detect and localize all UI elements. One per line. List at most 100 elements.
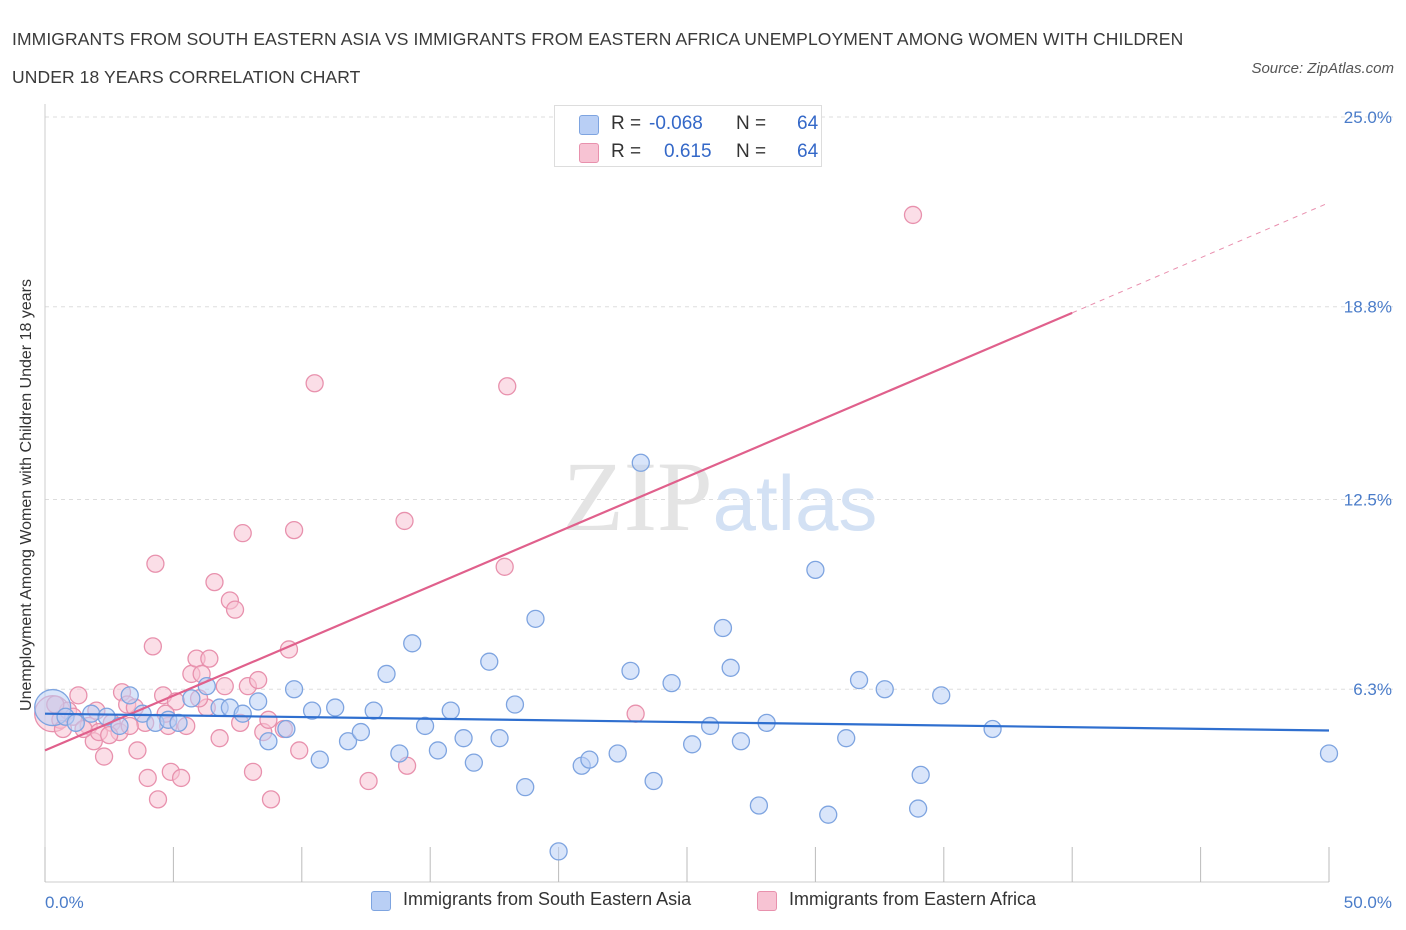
data-point-south-eastern-asia <box>351 722 371 742</box>
data-point-south-eastern-asia <box>1319 744 1339 763</box>
data-point-eastern-africa <box>128 741 147 760</box>
data-point-south-eastern-asia <box>526 609 545 628</box>
data-point-south-eastern-asia <box>911 765 930 785</box>
y-tick-label: 18.8% <box>1344 298 1392 317</box>
data-point-eastern-africa <box>146 554 165 573</box>
data-point-eastern-africa <box>903 205 923 225</box>
grid <box>45 116 1394 690</box>
legend-n-value-series2: 64 <box>797 141 819 162</box>
y-tick-label: 6.3% <box>1353 680 1392 699</box>
data-point-south-eastern-asia <box>169 713 188 733</box>
data-point-south-eastern-asia <box>302 701 322 720</box>
data-point-eastern-africa <box>205 572 224 592</box>
legend-n-value-series1: 64 <box>797 113 819 134</box>
trend-line-south-eastern-asia <box>44 712 1330 732</box>
data-point-south-eastern-asia <box>549 842 568 861</box>
watermark: ZIPatlas <box>563 441 878 552</box>
data-point-south-eastern-asia <box>875 680 894 699</box>
data-point-south-eastern-asia <box>464 753 484 772</box>
data-point-south-eastern-asia <box>310 750 329 769</box>
chart-title: IMMIGRANTS FROM SOUTH EASTERN ASIA VS IM… <box>12 29 1184 87</box>
legend-n-label: N = <box>736 141 767 162</box>
source-label: Source: ZipAtlas.com <box>1251 60 1394 77</box>
data-point-south-eastern-asia <box>721 658 740 677</box>
data-point-eastern-africa <box>225 600 245 619</box>
data-point-south-eastern-asia <box>284 680 304 699</box>
legend-r-label: R = <box>611 141 642 162</box>
data-point-south-eastern-asia <box>110 716 129 736</box>
data-point-eastern-africa <box>626 704 645 723</box>
data-point-south-eastern-asia <box>403 634 422 653</box>
data-point-south-eastern-asia <box>364 701 383 720</box>
data-point-south-eastern-asia <box>277 719 296 739</box>
legend-r-label: R = <box>611 113 642 134</box>
data-point-south-eastern-asia <box>700 716 720 736</box>
data-point-south-eastern-asia <box>390 744 409 763</box>
bottom-legend-label-series2: Immigrants from Eastern Africa <box>789 889 1037 909</box>
legend-swatch-series2 <box>579 143 599 163</box>
data-point-south-eastern-asia <box>908 799 928 818</box>
y-tick-label: 25.0% <box>1344 108 1392 127</box>
data-point-south-eastern-asia <box>731 732 751 751</box>
data-point-south-eastern-asia <box>662 673 681 693</box>
data-point-eastern-africa <box>94 747 114 766</box>
trend-lines <box>44 202 1330 752</box>
legend-n-label: N = <box>736 113 767 134</box>
data-point-south-eastern-asia <box>621 661 640 681</box>
bottom-legend-swatch-series2 <box>757 891 777 911</box>
data-point-south-eastern-asia <box>932 686 951 705</box>
data-point-eastern-africa <box>143 637 163 656</box>
data-point-eastern-africa <box>215 677 234 696</box>
data-point-eastern-africa <box>259 710 278 729</box>
data-point-south-eastern-asia <box>644 771 663 791</box>
data-point-south-eastern-asia <box>377 664 396 684</box>
data-point-south-eastern-asia <box>849 670 869 690</box>
data-point-south-eastern-asia <box>441 701 460 720</box>
data-point-south-eastern-asia <box>631 453 650 472</box>
legend-r-value-series2: 0.615 <box>664 141 712 162</box>
data-point-south-eastern-asia <box>490 729 509 748</box>
data-point-eastern-africa <box>69 686 88 705</box>
data-point-eastern-africa <box>171 768 191 788</box>
data-point-south-eastern-asia <box>259 732 278 751</box>
data-point-south-eastern-asia <box>505 695 525 714</box>
data-point-south-eastern-asia <box>837 729 856 748</box>
data-point-eastern-africa <box>233 524 252 543</box>
x-tick-label: 0.0% <box>45 893 84 912</box>
data-point-south-eastern-asia <box>66 713 85 733</box>
series-south-eastern-asia-points <box>34 453 1339 861</box>
data-point-south-eastern-asia <box>608 744 627 763</box>
data-point-eastern-africa <box>243 762 263 781</box>
data-point-eastern-africa <box>395 511 414 531</box>
x-tick-label: 50.0% <box>1344 893 1392 912</box>
trend-line-eastern-africa-extension <box>1072 202 1330 314</box>
data-point-eastern-africa <box>498 377 517 396</box>
data-point-eastern-africa <box>284 520 304 540</box>
data-point-south-eastern-asia <box>806 560 825 580</box>
data-point-eastern-africa <box>200 649 219 668</box>
data-point-south-eastern-asia <box>182 689 201 708</box>
data-point-south-eastern-asia <box>248 692 268 711</box>
data-point-south-eastern-asia <box>480 652 499 671</box>
tick-labels: 6.3% 12.5% 18.8% 25.0% 0.0% 50.0% <box>45 108 1392 912</box>
trend-line-eastern-africa <box>44 311 1073 752</box>
data-point-south-eastern-asia <box>580 750 599 769</box>
data-point-eastern-africa <box>359 771 378 791</box>
data-point-south-eastern-asia <box>197 677 216 696</box>
data-point-eastern-africa <box>138 768 157 788</box>
y-tick-label: 12.5% <box>1344 491 1392 510</box>
data-point-south-eastern-asia <box>338 732 358 751</box>
data-point-south-eastern-asia <box>120 686 139 705</box>
bottom-legend-swatch-series1 <box>371 891 391 911</box>
data-point-south-eastern-asia <box>749 796 769 815</box>
data-point-south-eastern-asia <box>326 698 345 717</box>
data-point-south-eastern-asia <box>682 735 702 754</box>
data-point-eastern-africa <box>148 790 168 809</box>
data-point-eastern-africa <box>261 790 281 809</box>
data-point-south-eastern-asia <box>454 729 473 748</box>
data-point-eastern-africa <box>290 741 309 760</box>
data-point-south-eastern-asia <box>983 719 1002 739</box>
data-point-south-eastern-asia <box>133 704 152 723</box>
legend-r-value-series1: -0.068 <box>649 113 703 134</box>
